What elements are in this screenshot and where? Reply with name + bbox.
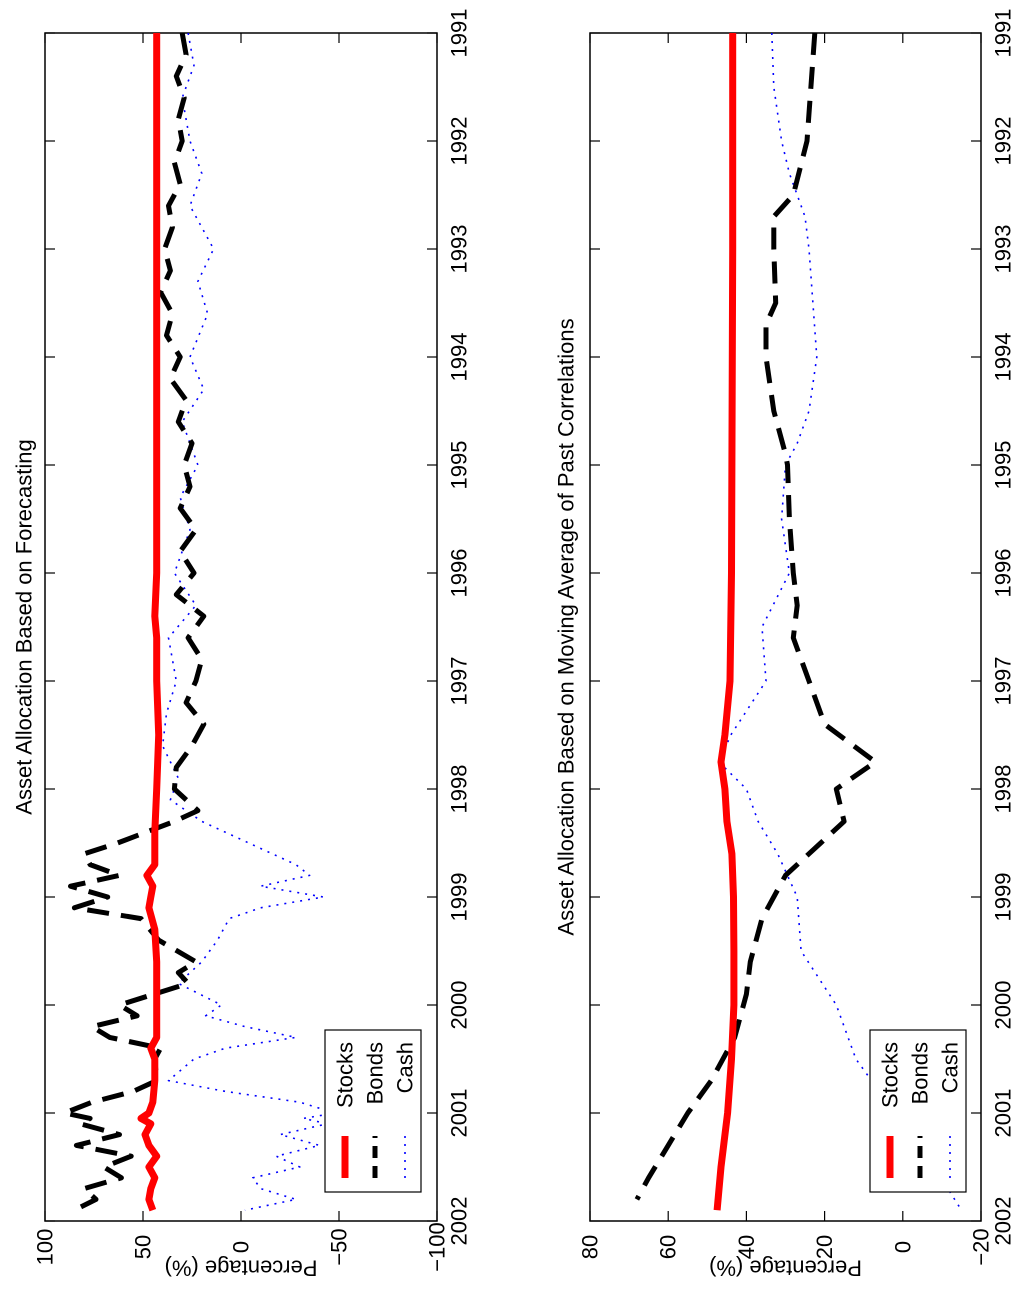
series-lines bbox=[62, 32, 336, 1213]
y-tick-label: 60 bbox=[656, 1235, 681, 1259]
legend: Stocks Bonds Cash bbox=[869, 1029, 967, 1193]
x-tick-label: 1998 bbox=[447, 765, 472, 814]
x-tick-label: 1993 bbox=[447, 225, 472, 274]
x-tick-label: 1992 bbox=[447, 117, 472, 166]
y-tick-label: −100 bbox=[425, 1222, 450, 1272]
x-tick-label: 1995 bbox=[447, 441, 472, 490]
x-tick-label: 2000 bbox=[991, 981, 1016, 1030]
x-tick-label: 1995 bbox=[991, 441, 1016, 490]
series-line-bonds bbox=[62, 32, 207, 1213]
chart-title: Asset Allocation Based on Forecasting bbox=[12, 439, 37, 814]
x-tick-label: 1997 bbox=[447, 657, 472, 706]
x-tick-label: 2002 bbox=[991, 1197, 1016, 1246]
x-tick-label: 1996 bbox=[447, 549, 472, 598]
moving-average-chart: Asset Allocation Based on Moving Average… bbox=[554, 9, 1016, 1281]
y-tick-label: −50 bbox=[327, 1228, 352, 1265]
x-tick-label: 1996 bbox=[991, 549, 1016, 598]
legend-label-bonds: Bonds bbox=[363, 1042, 388, 1104]
y-tick-label: −20 bbox=[969, 1228, 994, 1265]
axes: 1991 1992 1993 1994 1995 1996 1997 1998 1999 2000… bbox=[33, 9, 472, 1272]
y-axis-label: Percentage (%) bbox=[709, 1256, 862, 1281]
x-tick-label: 1999 bbox=[991, 873, 1016, 922]
x-tick-label: 1991 bbox=[991, 9, 1016, 58]
series-line-stocks bbox=[137, 33, 163, 1212]
legend: Stocks Bonds Cash bbox=[324, 1029, 422, 1193]
y-axis-label: Percentage (%) bbox=[165, 1256, 318, 1281]
series-line-cash bbox=[161, 32, 336, 1211]
x-tick-label: 2002 bbox=[447, 1197, 472, 1246]
plot-frame bbox=[589, 32, 982, 1222]
series-lines bbox=[634, 32, 963, 1211]
series-line-bonds bbox=[634, 32, 878, 1201]
y-tick-label: 50 bbox=[131, 1235, 156, 1259]
legend-label-cash: Cash bbox=[938, 1042, 963, 1093]
legend-box bbox=[869, 1029, 967, 1193]
y-tick-label: 0 bbox=[890, 1241, 915, 1253]
series-line-stocks bbox=[713, 33, 738, 1211]
legend-label-bonds: Bonds bbox=[908, 1042, 933, 1104]
x-tick-label: 1994 bbox=[991, 333, 1016, 382]
forecasting-chart: Asset Allocation Based on Forecasting Pe… bbox=[12, 9, 472, 1281]
y-tick-label: 20 bbox=[812, 1235, 837, 1259]
x-tick-label: 1992 bbox=[991, 117, 1016, 166]
legend-label-stocks: Stocks bbox=[333, 1042, 358, 1108]
y-tick-label: 0 bbox=[229, 1241, 254, 1253]
x-tick-label: 1999 bbox=[447, 873, 472, 922]
legend-label-cash: Cash bbox=[393, 1042, 418, 1093]
x-tick-label: 2001 bbox=[447, 1089, 472, 1138]
x-tick-label: 1993 bbox=[991, 225, 1016, 274]
axes: 1991 1992 1993 1994 1995 1996 1997 1998 1999 2000… bbox=[578, 9, 1016, 1266]
y-tick-label: 40 bbox=[734, 1235, 759, 1259]
y-tick-label: 80 bbox=[578, 1235, 603, 1259]
x-tick-label: 1998 bbox=[991, 765, 1016, 814]
x-tick-label: 2000 bbox=[447, 981, 472, 1030]
x-tick-label: 1994 bbox=[447, 333, 472, 382]
chart-title: Asset Allocation Based on Moving Average… bbox=[554, 318, 579, 935]
legend-box bbox=[324, 1029, 422, 1193]
y-tick-label: 100 bbox=[33, 1229, 58, 1266]
x-tick-label: 1991 bbox=[447, 9, 472, 58]
x-tick-label: 1997 bbox=[991, 657, 1016, 706]
x-tick-label: 2001 bbox=[991, 1089, 1016, 1138]
legend-label-stocks: Stocks bbox=[878, 1042, 903, 1108]
